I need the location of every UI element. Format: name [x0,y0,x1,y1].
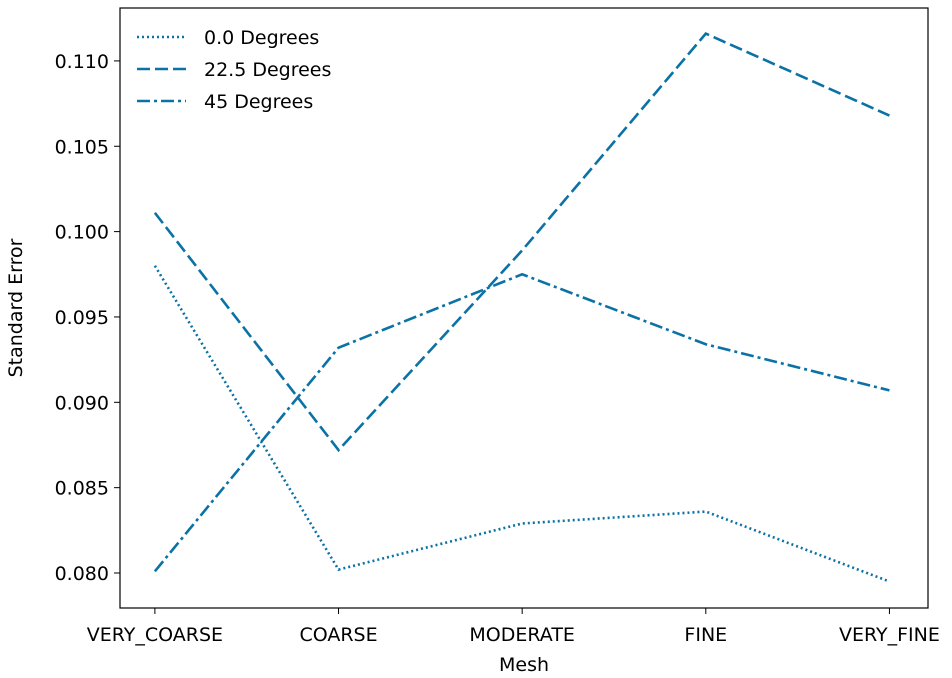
legend-label: 45 Degrees [204,91,313,113]
series-line-1 [153,32,890,453]
legend-label: 0.0 Degrees [204,27,319,49]
y-tick-label: 0.090 [55,392,109,414]
x-tick-label: FINE [684,624,727,646]
x-tick-label: VERY_FINE [839,624,940,646]
x-axis-label: Mesh [499,654,549,676]
x-tick-label: MODERATE [469,624,575,646]
legend: 0.0 Degrees 22.5 Degrees 45 Degrees [137,27,331,113]
y-tick-label: 0.080 [55,563,109,585]
y-axis-label: Standard Error [5,238,27,377]
series-line-0 [153,265,890,583]
legend-label: 22.5 Degrees [204,59,331,81]
y-tick-label: 0.105 [55,136,109,158]
x-tick-label: COARSE [299,624,377,646]
y-tick-label: 0.100 [55,222,109,244]
series-line-2 [153,272,890,573]
x-tick-label: VERY_COARSE [87,624,223,646]
y-tick-label: 0.110 [55,51,109,73]
plot-frame [119,7,929,609]
y-tick-label: 0.085 [55,478,109,500]
y-tick-label: 0.095 [55,307,109,329]
